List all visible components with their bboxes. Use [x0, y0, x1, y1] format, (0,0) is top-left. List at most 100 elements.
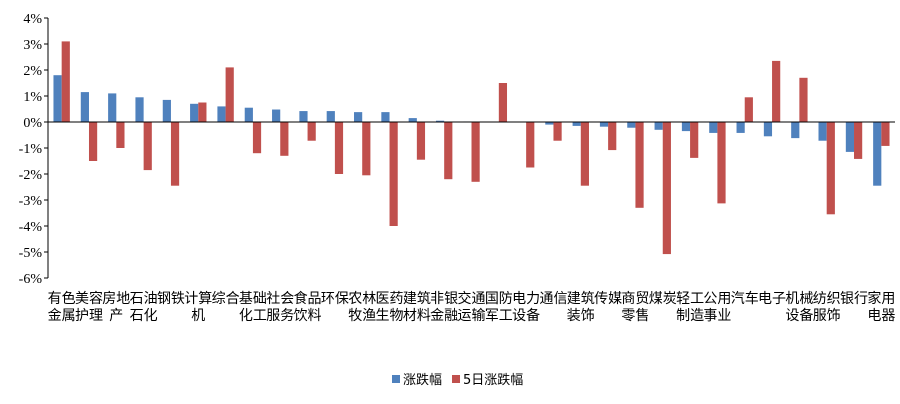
bar-5day — [389, 122, 398, 226]
bar-daily — [627, 122, 636, 128]
bar-daily — [873, 122, 882, 186]
bar-5day — [198, 102, 207, 122]
bar-5day — [881, 122, 890, 146]
y-tick-label: -5% — [19, 246, 43, 261]
bar-5day — [608, 122, 617, 151]
bars — [53, 41, 890, 255]
bar-5day — [580, 122, 589, 186]
y-tick-label: 1% — [23, 90, 42, 105]
bar-daily — [244, 107, 253, 122]
bar-5day — [334, 122, 344, 174]
x-tick-label: 基础化工 — [239, 290, 267, 324]
x-tick-label: 传媒 — [594, 291, 622, 307]
legend-swatch — [452, 375, 461, 383]
x-tick-label: 建筑材料 — [403, 291, 431, 324]
bar-daily — [845, 122, 855, 152]
x-tick-label: 家用电器 — [867, 290, 895, 324]
x-tick-label: 非银金融 — [430, 291, 458, 324]
y-tick-label: -1% — [19, 142, 43, 157]
x-tick-label: 环保 — [321, 291, 349, 307]
bar-daily — [681, 122, 691, 132]
x-tick-label: 电力设备 — [512, 291, 540, 324]
y-tick-label: 2% — [23, 64, 42, 79]
x-tick-label: 汽车 — [731, 290, 759, 307]
x-tick-label: 有色金属 — [48, 290, 76, 324]
y-axis: 4% 3% 2% 1% 0% -1% -2% -3% -4% -5% -6% — [19, 12, 48, 287]
x-tick-label: 通信 — [539, 291, 567, 307]
x-tick-label: 公用事业 — [703, 291, 731, 324]
bar-5day — [280, 122, 289, 156]
x-tick-label: 社会服务 — [266, 291, 294, 324]
bar-daily — [654, 122, 663, 130]
bar-daily — [217, 106, 226, 122]
bar-5day — [854, 122, 863, 159]
bar-daily — [818, 122, 827, 141]
x-tick-label: 钢铁 — [157, 291, 185, 307]
x-tick-label: 纺织服饰 — [813, 291, 841, 324]
y-tick-label: 0% — [23, 116, 42, 131]
bar-5day — [170, 122, 180, 186]
x-tick-label: 煤炭 — [649, 291, 677, 307]
legend-label: 5日涨跌幅 — [463, 372, 523, 388]
bar-5day — [61, 41, 70, 122]
x-tick-label: 计算机 — [184, 291, 212, 324]
x-tick-label: 农林牧渔 — [348, 291, 376, 324]
bar-5day — [744, 97, 753, 122]
x-tick-label: 机械设备 — [785, 291, 813, 324]
bar-5day — [471, 122, 480, 182]
bar-daily — [599, 122, 609, 127]
bar-5day — [635, 122, 644, 208]
bar-daily — [709, 122, 718, 133]
bar-daily — [736, 122, 745, 133]
x-tick-label: 房地产 — [102, 291, 130, 324]
x-tick-label: 交通运输 — [458, 290, 486, 324]
legend-label: 涨跌幅 — [403, 372, 442, 388]
bar-daily — [80, 92, 89, 122]
x-tick-label: 轻工制造 — [676, 291, 704, 324]
y-tick-label: -3% — [19, 194, 43, 209]
bar-5day — [143, 122, 152, 171]
bar-5day — [662, 122, 671, 255]
x-tick-label: 美容护理 — [75, 290, 103, 324]
bar-5day — [416, 122, 426, 160]
bar-daily — [408, 118, 417, 122]
x-tick-label: 电子 — [758, 291, 786, 307]
bar-5day — [717, 122, 726, 204]
bar-5day — [690, 122, 699, 158]
bar-daily — [135, 97, 144, 122]
y-tick-label: 3% — [23, 38, 42, 53]
x-tick-label: 石油石化 — [130, 291, 158, 324]
bar-daily — [763, 122, 773, 137]
bar-daily — [190, 103, 199, 122]
bar-daily — [435, 120, 445, 122]
bar-5day — [444, 122, 453, 180]
bar-5day — [498, 83, 508, 122]
y-tick-label: -4% — [19, 220, 43, 235]
bar-5day — [526, 122, 535, 168]
bar-daily — [354, 112, 363, 122]
bar-daily — [791, 122, 800, 139]
bar-daily — [53, 75, 62, 122]
bar-daily — [162, 99, 171, 122]
x-tick-label: 综合 — [212, 291, 240, 307]
axes — [47, 18, 895, 278]
x-tick-label: 商贸零售 — [621, 291, 649, 324]
bar-5day — [88, 122, 98, 161]
bar-daily — [545, 122, 554, 125]
bar-daily — [108, 93, 117, 122]
bar-5day — [799, 77, 808, 122]
y-tick-label: -6% — [19, 272, 43, 287]
bar-5day — [252, 122, 262, 154]
bar-5day — [307, 122, 316, 141]
legend: 涨跌幅 5日涨跌幅 — [392, 372, 523, 388]
bar-daily — [381, 112, 390, 122]
x-tick-label: 食品饮料 — [294, 290, 322, 324]
bar-5day — [362, 122, 371, 176]
x-tick-label: 国防军工 — [485, 291, 513, 324]
bar-daily — [272, 109, 281, 122]
bar-5day — [116, 122, 125, 148]
bar-5day — [826, 122, 835, 215]
x-tick-label: 银行 — [840, 291, 868, 307]
